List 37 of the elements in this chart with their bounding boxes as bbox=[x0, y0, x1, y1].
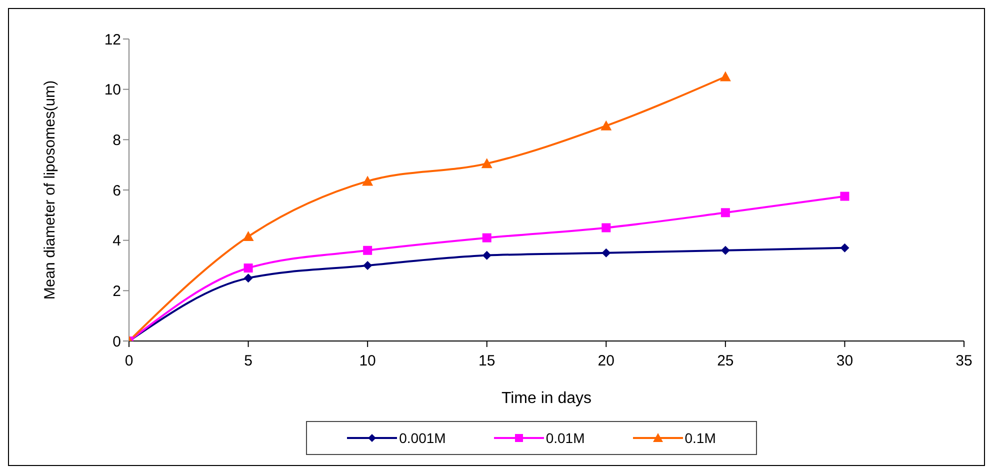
x-tick-label: 15 bbox=[478, 352, 496, 370]
y-tick-label: 4 bbox=[112, 232, 121, 250]
point bbox=[363, 261, 372, 270]
point bbox=[482, 250, 492, 260]
point bbox=[363, 246, 372, 255]
point bbox=[481, 158, 492, 168]
x-tick-label: 10 bbox=[359, 352, 376, 370]
y-tick-label: 10 bbox=[104, 82, 121, 99]
point bbox=[242, 231, 254, 242]
y-tick-label: 0 bbox=[112, 333, 121, 350]
y-axis-title: Mean diameter of liposomes(um) bbox=[41, 80, 58, 300]
y-tick-label: 2 bbox=[112, 282, 121, 300]
point bbox=[602, 223, 611, 232]
y-tick-label: 6 bbox=[112, 182, 121, 200]
point bbox=[720, 208, 730, 218]
x-axis-title: Time in days bbox=[501, 390, 592, 407]
x-tick-label: 35 bbox=[956, 352, 972, 370]
legend-label: 0.1M bbox=[684, 430, 716, 446]
y-tick-label: 8 bbox=[112, 132, 121, 149]
y-tick-label: 12 bbox=[104, 31, 121, 48]
point bbox=[600, 120, 612, 130]
legend-label: 0.01M bbox=[546, 430, 585, 446]
point bbox=[244, 264, 253, 273]
x-tick-label: 5 bbox=[244, 352, 252, 370]
point bbox=[244, 274, 253, 283]
x-tick-label: 0 bbox=[124, 352, 134, 370]
x-tick-label: 20 bbox=[598, 352, 614, 370]
legend-label: 0.001M bbox=[399, 430, 446, 446]
point bbox=[482, 233, 492, 242]
point bbox=[840, 243, 850, 252]
x-tick-label: 30 bbox=[836, 352, 854, 370]
point bbox=[720, 246, 730, 255]
point bbox=[362, 176, 374, 186]
point bbox=[720, 71, 731, 82]
x-tick-label: 25 bbox=[717, 352, 734, 370]
point bbox=[602, 248, 611, 258]
point bbox=[840, 192, 850, 201]
